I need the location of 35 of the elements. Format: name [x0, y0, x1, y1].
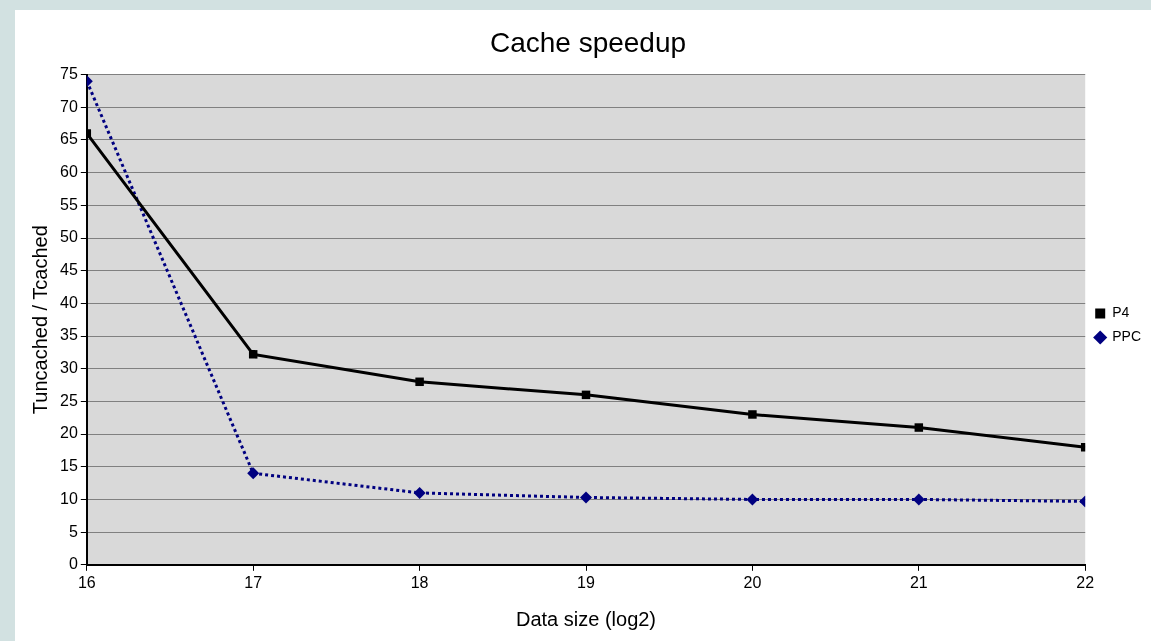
point	[914, 423, 924, 432]
x-tick-label: 18	[410, 573, 429, 591]
y-tick-label: 0	[68, 555, 78, 573]
y-tick-label: 55	[60, 195, 78, 213]
y-tick-label: 75	[60, 65, 78, 83]
y-tick-label: 60	[60, 163, 78, 181]
y-tick-label: 40	[60, 293, 78, 311]
y-tick-label: 35	[60, 326, 78, 344]
y-tick-label: 50	[60, 228, 78, 246]
x-tick-label: 20	[743, 573, 762, 591]
point	[248, 350, 258, 359]
chart-title: Cache speedup	[489, 26, 687, 58]
y-tick-label: 45	[60, 261, 78, 279]
point	[580, 491, 593, 504]
x-tick-label: 16	[77, 573, 96, 591]
y-tick-label: 25	[60, 391, 78, 409]
legend-label: P4	[1112, 304, 1130, 321]
y-tick-label: 10	[60, 489, 78, 507]
y-tick-label: 65	[60, 130, 78, 148]
y-tick-label: 5	[68, 522, 78, 540]
x-tick-label: 19	[577, 573, 596, 591]
y-axis-title: Tuncached / Tcached	[28, 225, 51, 415]
legend-label: PPC	[1112, 328, 1142, 345]
y-tick-label: 15	[60, 457, 78, 475]
x-tick-label: 17	[244, 573, 263, 591]
x-tick-label: 22	[1076, 573, 1095, 591]
point	[413, 486, 426, 499]
x-tick-label: 21	[909, 573, 928, 591]
point	[247, 467, 260, 480]
x-axis-title: Data size (log2)	[515, 607, 657, 630]
y-tick-label: 20	[60, 424, 78, 442]
point	[415, 377, 424, 387]
y-tick-label: 30	[60, 359, 78, 377]
y-tick-label: 70	[60, 97, 78, 115]
point	[748, 410, 757, 419]
